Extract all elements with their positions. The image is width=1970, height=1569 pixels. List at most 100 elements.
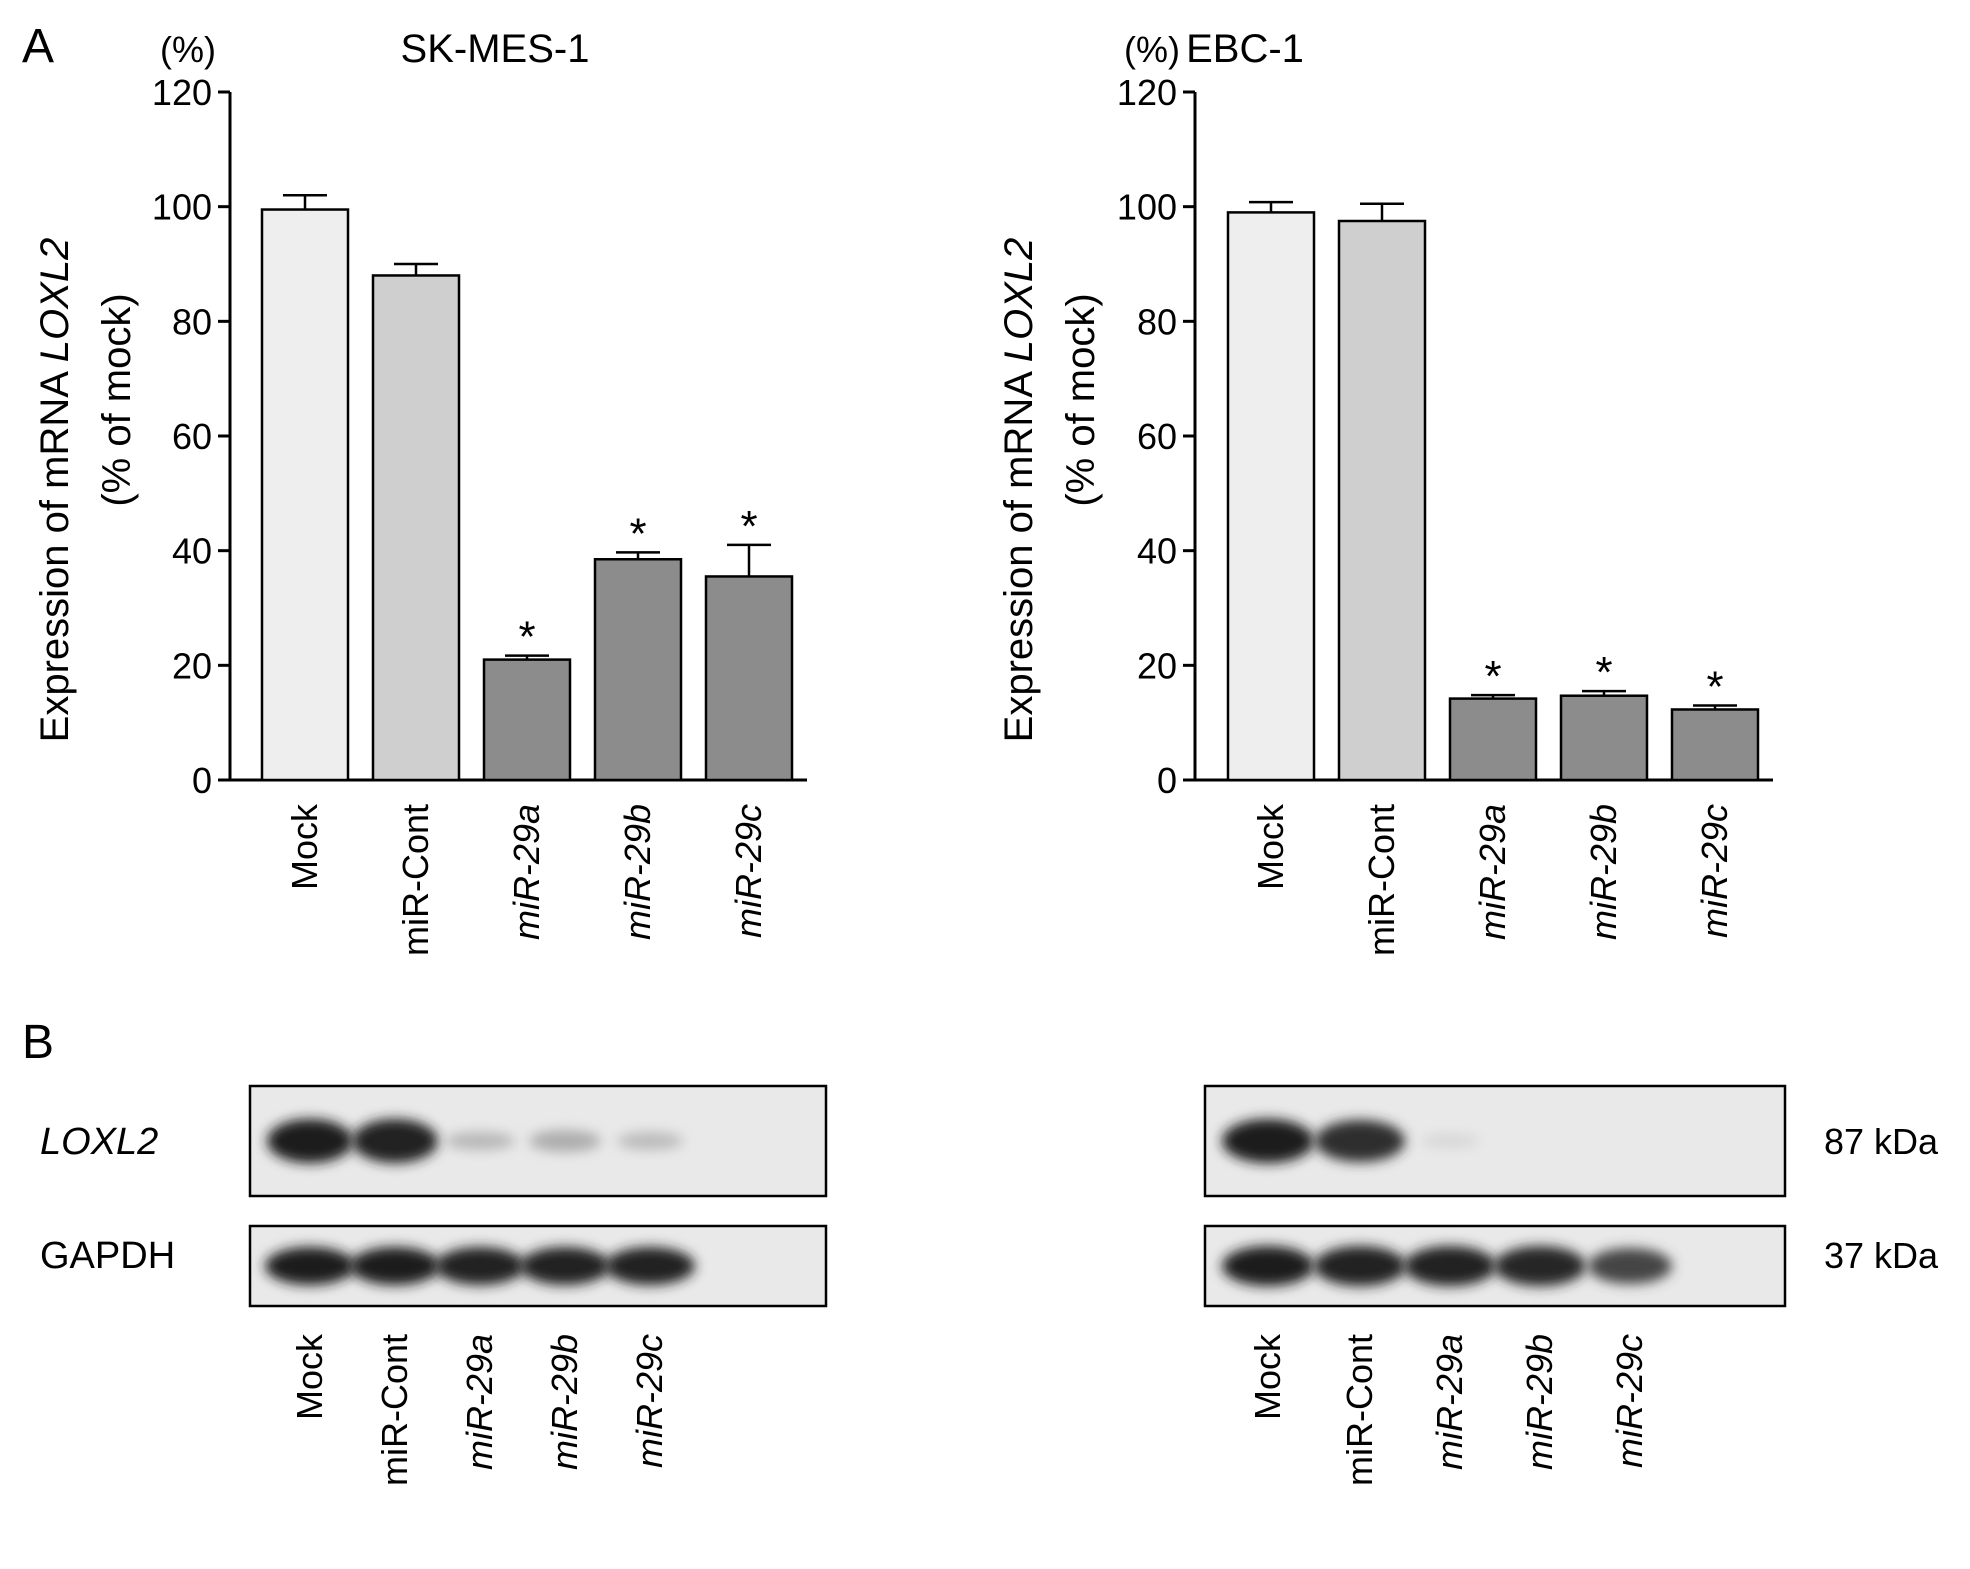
- y-tick-label: 80: [172, 301, 212, 342]
- western-blot-panel: LOXL2 GAPDH 87 kDa 37 kDa Mock miR-Cont mi…: [40, 1084, 1939, 1486]
- blot-band: [605, 1247, 695, 1285]
- y-tick-label: 20: [1137, 645, 1177, 686]
- y-axis-label-gene: LOXL2: [33, 238, 77, 363]
- blot-lane-label: miR-29b: [544, 1334, 585, 1470]
- blot-band: [1420, 1134, 1480, 1148]
- blot-band: [520, 1247, 610, 1285]
- blot-band: [1494, 1246, 1586, 1286]
- chart-title: EBC-1: [1186, 27, 1304, 71]
- category-label: miR-29b: [1583, 804, 1624, 940]
- y-tick-label: 60: [1137, 416, 1177, 457]
- y-axis-label-prefix: Expression of mRNA: [997, 362, 1041, 742]
- blot-lane-label: miR-29a: [1429, 1334, 1470, 1470]
- y-tick-label: 80: [1137, 301, 1177, 342]
- bars: * * *: [260, 193, 794, 782]
- y-unit-label: (%): [1124, 29, 1180, 70]
- category-label: Mock: [1250, 803, 1291, 890]
- bar: [260, 208, 350, 782]
- y-ticks: 0 20 40 60 80 100 120: [152, 72, 230, 801]
- category-label: miR-29a: [1472, 804, 1513, 940]
- y-axis-label: Expression of mRNA LOXL2 (% of mock): [33, 238, 139, 743]
- bar: [1670, 708, 1760, 782]
- y-tick-label: 40: [172, 531, 212, 572]
- kda-label-87: 87 kDa: [1824, 1121, 1939, 1162]
- category-label: miR-Cont: [395, 804, 436, 956]
- category-labels: Mock miR-Cont miR-29a miR-29b miR-29c: [1250, 803, 1735, 956]
- blot-band: [267, 1119, 353, 1163]
- bar: [593, 558, 683, 782]
- panel-a-label: A: [22, 20, 54, 73]
- blot-band: [350, 1247, 440, 1285]
- category-label: miR-29a: [506, 804, 547, 940]
- bar: [1448, 697, 1538, 782]
- blot-band: [1315, 1120, 1405, 1162]
- y-tick-label: 20: [172, 645, 212, 686]
- y-tick-label: 40: [1137, 531, 1177, 572]
- y-unit-label: (%): [160, 29, 216, 70]
- blot-lane-labels: Mock miR-Cont miR-29a miR-29b miR-29c Mock miR…: [289, 1333, 1650, 1486]
- bar: [482, 658, 572, 782]
- blot-lane-label: miR-29b: [1519, 1334, 1560, 1470]
- blot-band: [1222, 1119, 1314, 1163]
- y-tick-label: 0: [192, 760, 212, 801]
- bar: [704, 575, 794, 782]
- blot-row-label-loxl2: LOXL2: [40, 1121, 158, 1163]
- blot-band: [445, 1132, 515, 1150]
- panel-b-label: B: [22, 1016, 54, 1069]
- y-tick-label: 120: [1117, 72, 1177, 113]
- blot-left-gapdh: [248, 1224, 828, 1308]
- y-axis-label-line1: Expression of mRNA LOXL2: [33, 238, 77, 743]
- significance-marker: *: [629, 509, 646, 558]
- category-label: miR-29c: [1694, 804, 1735, 938]
- blot-band: [435, 1247, 525, 1285]
- blot-band: [1588, 1248, 1672, 1284]
- category-label: Mock: [284, 803, 325, 890]
- blot-left-loxl2: [248, 1084, 828, 1198]
- y-axis-label-line1: Expression of mRNA LOXL2: [997, 238, 1041, 743]
- blot-lane-label: miR-29a: [459, 1334, 500, 1470]
- blot-lane-label: miR-29c: [629, 1334, 670, 1468]
- y-ticks: 0 20 40 60 80 100 120: [1117, 72, 1195, 801]
- blot-right-gapdh: [1203, 1224, 1787, 1308]
- y-axis-label: Expression of mRNA LOXL2 (% of mock): [997, 238, 1103, 743]
- category-label: miR-29c: [728, 804, 769, 938]
- bar: [371, 274, 461, 782]
- blot-band: [1222, 1246, 1314, 1286]
- blot-band: [352, 1119, 438, 1163]
- bar: [1559, 694, 1649, 782]
- y-axis-label-gene: LOXL2: [997, 238, 1041, 363]
- blot-band: [265, 1247, 355, 1285]
- blot-lane-label: miR-29c: [1609, 1334, 1650, 1468]
- category-labels: Mock miR-Cont miR-29a miR-29b miR-29c: [284, 803, 769, 956]
- blot-right-loxl2: [1203, 1084, 1787, 1198]
- y-tick-label: 60: [172, 416, 212, 457]
- y-axis-label-prefix: Expression of mRNA: [33, 362, 77, 742]
- blot-band: [617, 1132, 683, 1150]
- blot-lane-label: Mock: [1247, 1333, 1288, 1420]
- blot-lane-label: miR-Cont: [1339, 1334, 1380, 1486]
- blot-band: [1404, 1246, 1496, 1286]
- chart-ebc-1: EBC-1 (%) Expression of mRNA LOXL2 (% of…: [997, 27, 1773, 956]
- category-label: miR-Cont: [1361, 804, 1402, 956]
- blot-lane-label: miR-Cont: [374, 1334, 415, 1486]
- y-tick-label: 100: [1117, 187, 1177, 228]
- significance-marker: *: [1595, 648, 1612, 697]
- y-axis-label-line2: (% of mock): [1059, 293, 1103, 506]
- significance-marker: *: [740, 502, 757, 551]
- kda-label-37: 37 kDa: [1824, 1235, 1939, 1276]
- blot-row-label-gapdh: GAPDH: [40, 1235, 175, 1277]
- y-tick-label: 120: [152, 72, 212, 113]
- blot-images: [248, 1084, 1787, 1308]
- chart-sk-mes-1: SK-MES-1 (%) Expression of mRNA LOXL2 (%…: [33, 27, 807, 956]
- blot-band: [1314, 1246, 1406, 1286]
- significance-marker: *: [1484, 652, 1501, 701]
- bar: [1226, 211, 1316, 782]
- category-label: miR-29b: [617, 804, 658, 940]
- bar: [1337, 219, 1427, 782]
- y-tick-label: 0: [1157, 760, 1177, 801]
- y-tick-label: 100: [152, 187, 212, 228]
- significance-marker: *: [1706, 662, 1723, 711]
- blot-lane-label: Mock: [289, 1333, 330, 1420]
